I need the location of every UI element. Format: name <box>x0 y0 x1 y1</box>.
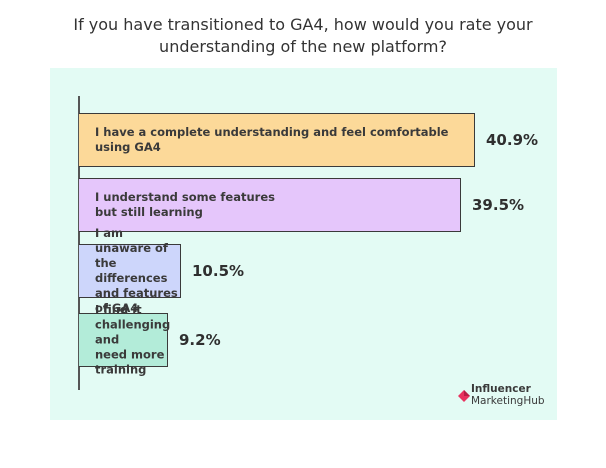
bar-4: I find it challenging and need more trai… <box>79 303 170 377</box>
brand-diamond-icon <box>458 390 470 402</box>
bar-label-2: I understand some features but still lea… <box>95 190 275 219</box>
value-label-4: 9.2% <box>179 331 221 349</box>
value-label-3: 10.5% <box>192 262 245 280</box>
bar-label-3: I am unaware of the differences and feat… <box>95 226 178 315</box>
bar-label-4: I find it challenging and need more trai… <box>95 302 171 377</box>
title-line-2: understanding of the new platform? <box>159 37 447 56</box>
y-axis-line <box>78 96 80 390</box>
bar-2: I understand some features but still lea… <box>79 178 461 232</box>
title-line-1: If you have transitioned to GA4, how wou… <box>73 15 533 34</box>
brand-name-line-1: Influencer <box>471 383 531 395</box>
value-label-2: 39.5% <box>472 196 525 214</box>
value-label-1: 40.9% <box>486 131 539 149</box>
brand-name-line-2: MarketingHub <box>471 395 545 407</box>
chart-title: If you have transitioned to GA4, how wou… <box>0 14 606 58</box>
bar-3: I am unaware of the differences and feat… <box>79 226 181 315</box>
bar-label-1: I have a complete understanding and feel… <box>95 125 449 154</box>
bar-1: I have a complete understanding and feel… <box>79 113 475 167</box>
